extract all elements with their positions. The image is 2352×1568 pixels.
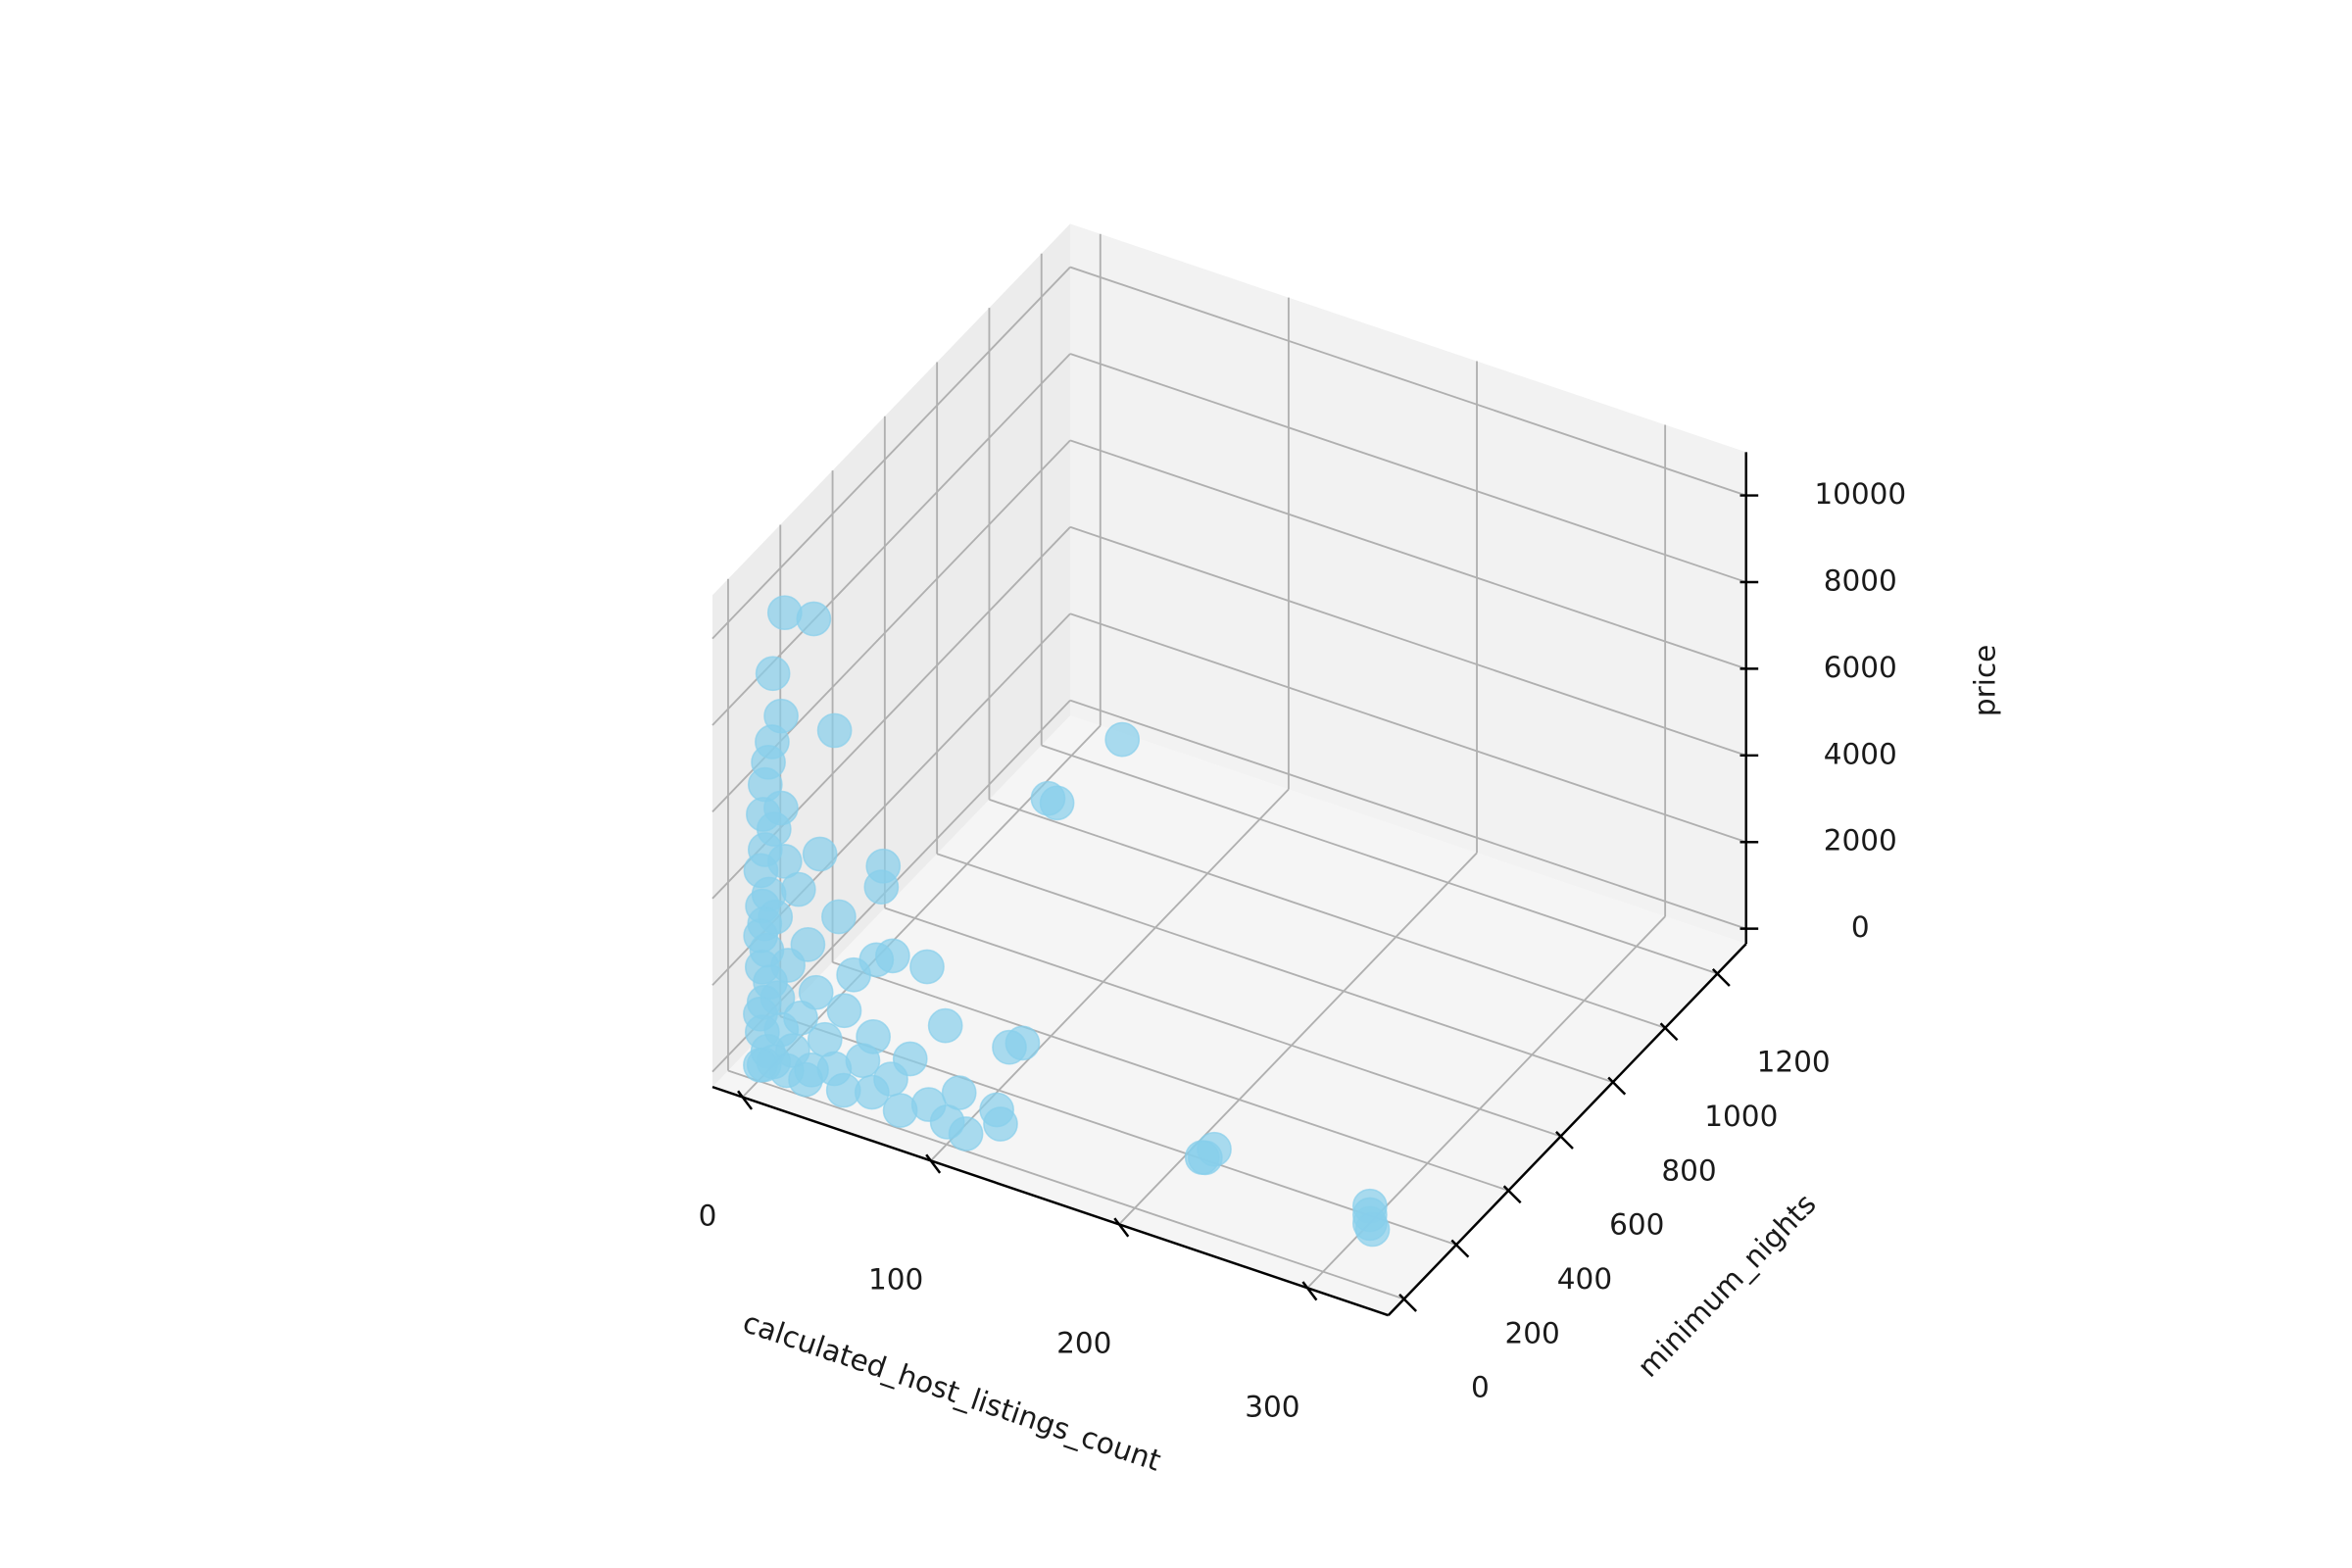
y-tick (1711, 968, 1731, 987)
point (816, 712, 853, 749)
points (743, 595, 1391, 1248)
grid-line (1069, 439, 1747, 670)
grid-line (727, 1069, 1404, 1300)
y-tick-label: 1000 (1704, 1100, 1778, 1133)
point (798, 974, 834, 1010)
y-tick-label: 0 (1471, 1371, 1490, 1404)
point (909, 949, 945, 985)
x-axis-line (711, 1085, 1390, 1317)
point (927, 1007, 963, 1044)
point (826, 993, 862, 1029)
point (780, 871, 816, 907)
x-tick (925, 1153, 942, 1174)
point (863, 869, 900, 906)
left-pane (711, 223, 1071, 1088)
x-tick-label: 0 (699, 1200, 717, 1233)
point (1354, 1211, 1391, 1248)
z-tick-label: 10000 (1814, 477, 1906, 511)
point (825, 1072, 861, 1108)
x-tick-label: 200 (1056, 1327, 1111, 1360)
back-pane (1070, 223, 1746, 945)
z-tick-label: 0 (1851, 910, 1870, 944)
grid-line (1041, 744, 1718, 975)
y-axis-line (1387, 943, 1747, 1316)
z-tick-label: 6000 (1824, 651, 1897, 684)
point (766, 595, 803, 631)
z-tick-label: 8000 (1824, 564, 1897, 597)
point (796, 601, 832, 637)
grid-line (832, 960, 1509, 1192)
z-tick-label: 2000 (1824, 824, 1897, 858)
grid-line (1069, 612, 1747, 844)
y-tick-label: 600 (1609, 1208, 1664, 1242)
y-tick (1398, 1293, 1417, 1312)
point (836, 956, 871, 993)
point (807, 1021, 843, 1057)
x-tick (1301, 1281, 1318, 1301)
point (802, 836, 838, 872)
x-tick (737, 1090, 754, 1110)
grid-line (989, 798, 1666, 1029)
y-tick (1659, 1022, 1679, 1042)
grid-line (1069, 353, 1747, 583)
y-tick (1502, 1185, 1522, 1204)
grid-line (711, 266, 1071, 640)
point (788, 1061, 823, 1098)
y-tick-label: 800 (1661, 1153, 1716, 1187)
point (1030, 780, 1066, 816)
grid-line (779, 1015, 1457, 1247)
point (1104, 721, 1141, 758)
point (882, 1093, 918, 1128)
grid-line (1069, 266, 1747, 497)
y-tick (1607, 1076, 1627, 1096)
x-tick (1113, 1217, 1130, 1238)
x-tick-label: 300 (1245, 1390, 1299, 1423)
grid-line (1069, 699, 1747, 930)
y-tick-label: 400 (1557, 1262, 1612, 1296)
x-tick-label: 100 (868, 1263, 923, 1297)
y-tick (1555, 1130, 1574, 1150)
point (992, 1029, 1027, 1065)
axes: 0 100 200 300 0 200 400 600 800 1000 1200 0 2000 4000… (699, 452, 1906, 1423)
point (983, 1106, 1018, 1142)
point (743, 1048, 778, 1083)
point (1187, 1140, 1223, 1176)
y-tick-label: 1200 (1757, 1046, 1831, 1079)
z-axis-label: price (1969, 645, 2002, 716)
grid-line (936, 853, 1614, 1084)
y-tick (1450, 1239, 1470, 1258)
grid-line (884, 906, 1561, 1138)
point (755, 656, 791, 692)
grid-line (1069, 525, 1747, 757)
point (948, 1116, 984, 1152)
y-tick-label: 200 (1504, 1316, 1559, 1349)
grid-line (1118, 852, 1478, 1225)
point (821, 899, 857, 935)
z-tick-label: 4000 (1824, 737, 1897, 770)
